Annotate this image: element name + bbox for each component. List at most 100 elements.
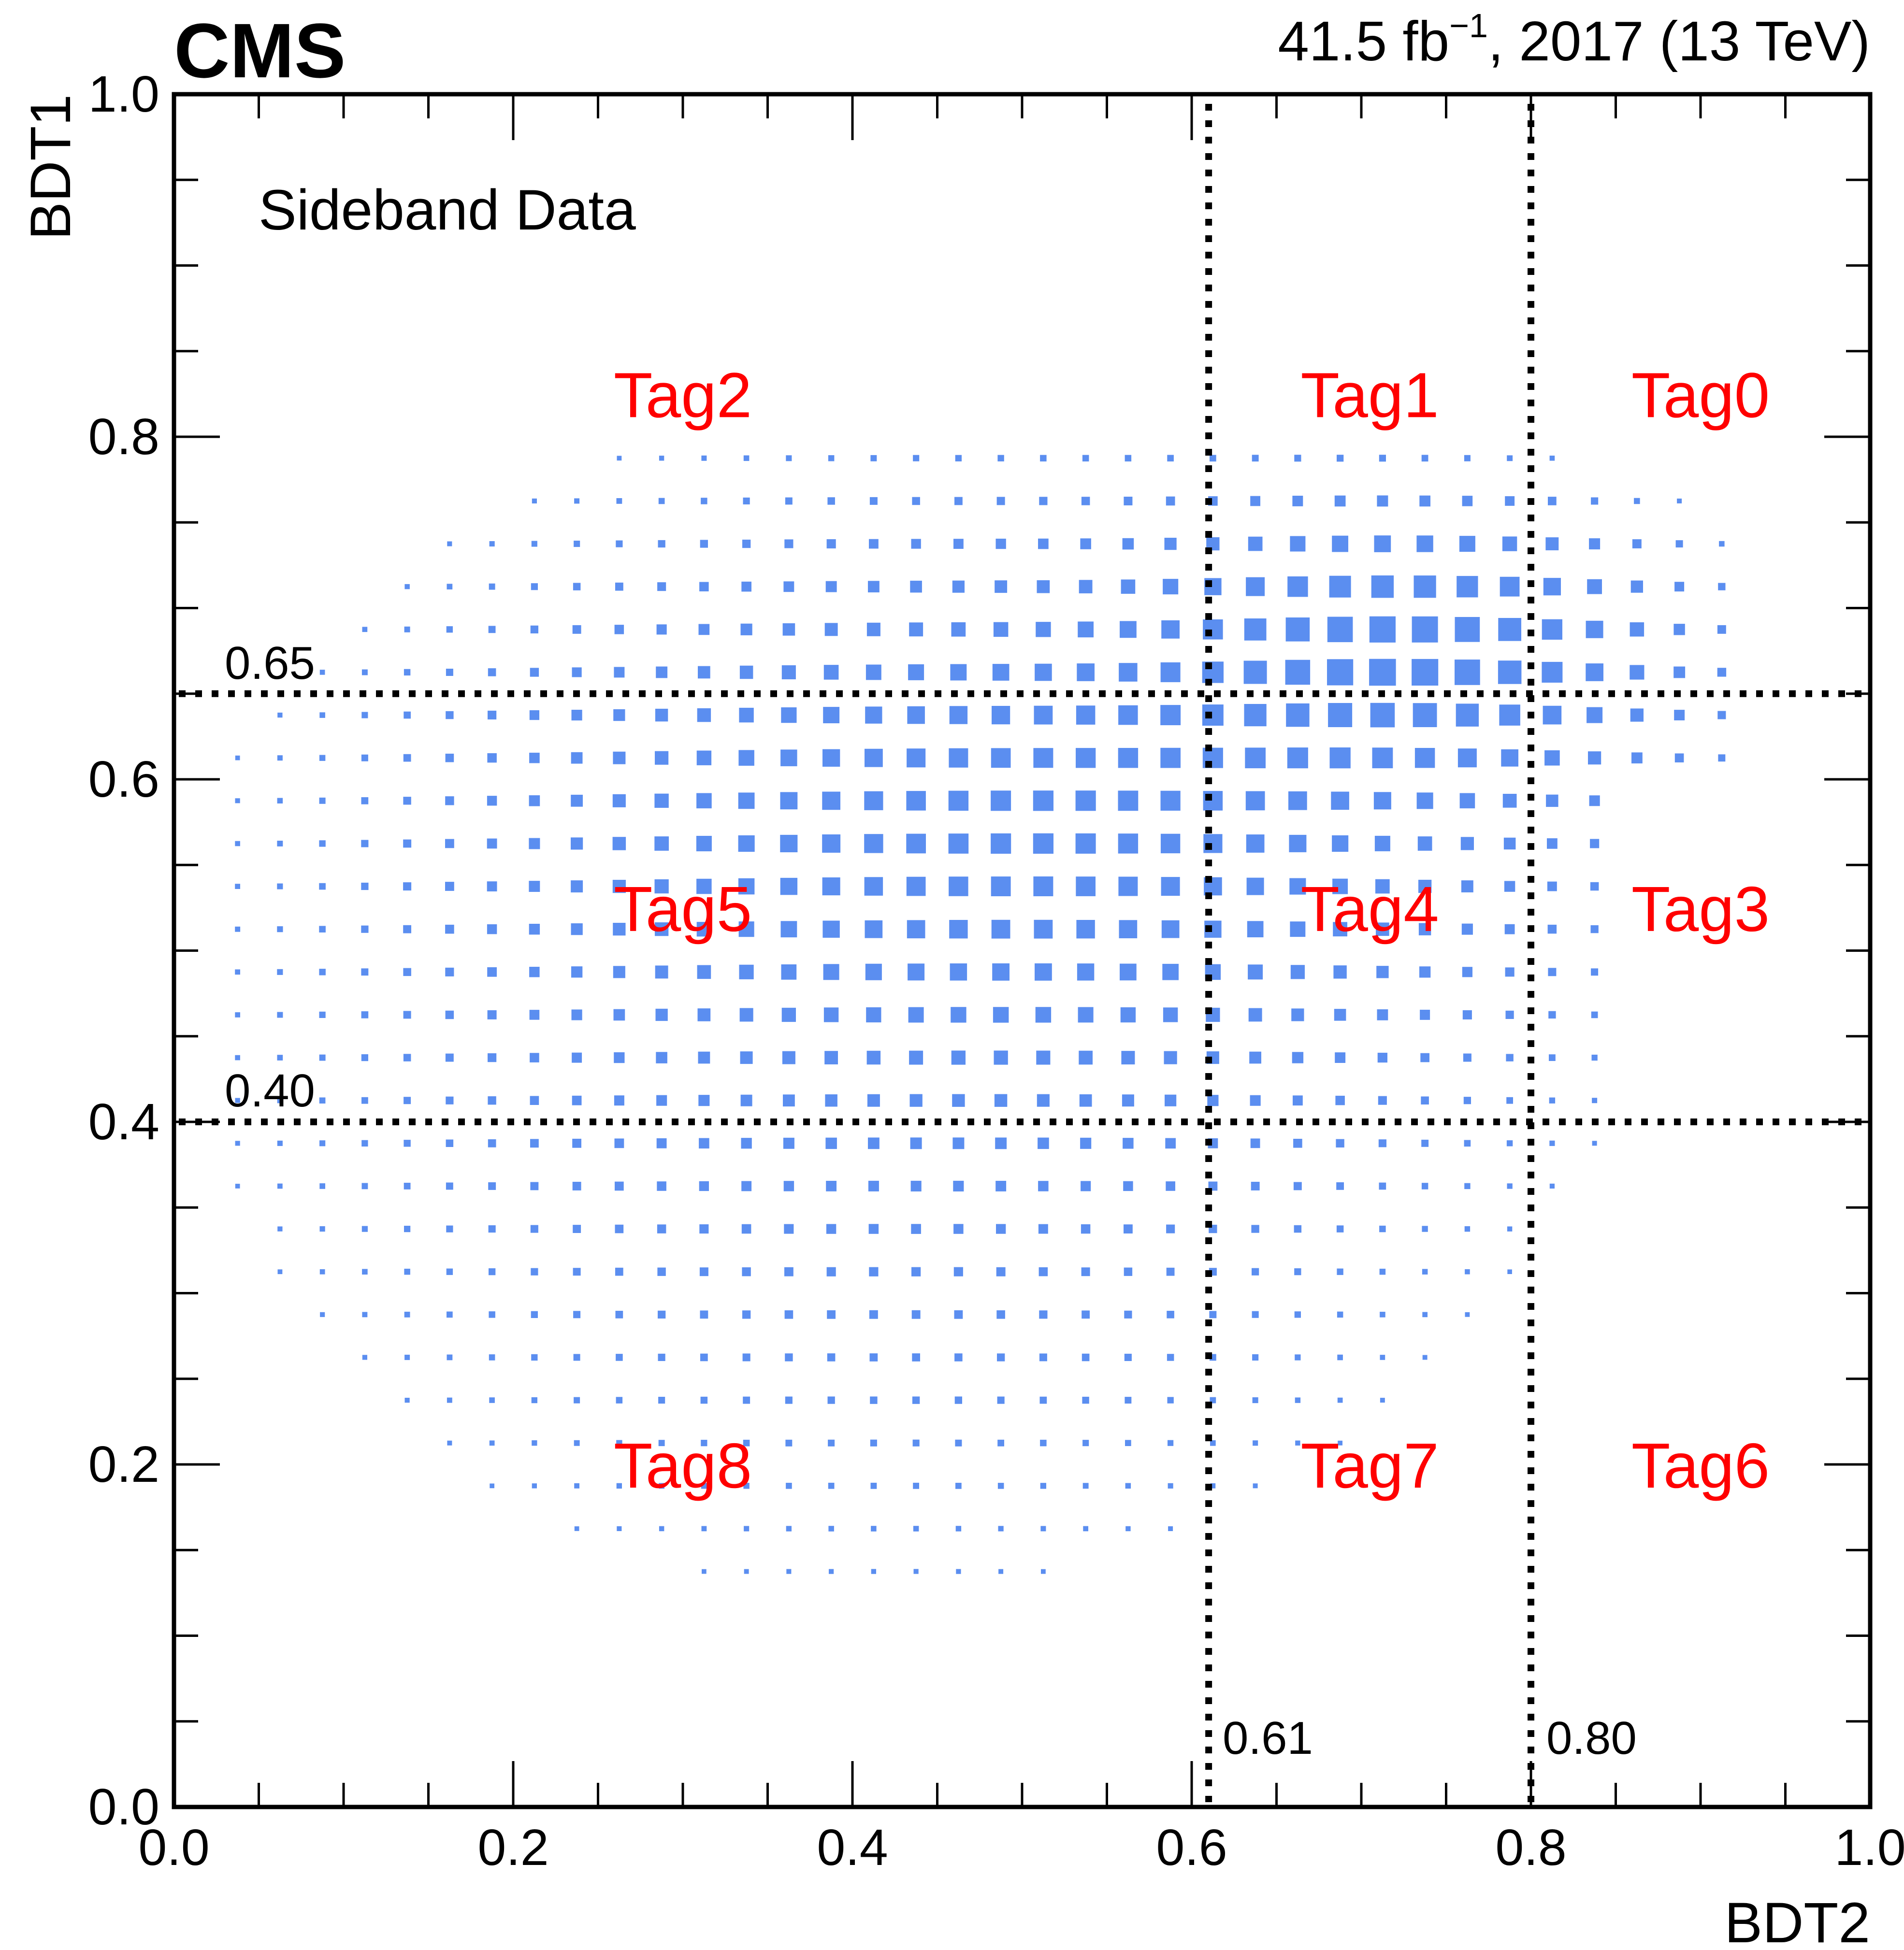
heatmap-box (1285, 660, 1311, 685)
heatmap-box (612, 794, 626, 807)
heatmap-box (1549, 1140, 1555, 1146)
heatmap-box (784, 539, 793, 548)
heatmap-box (489, 1268, 496, 1276)
heatmap-box (1076, 876, 1096, 896)
heatmap-box (1162, 963, 1179, 980)
heatmap-box (907, 920, 925, 939)
heatmap-box (319, 883, 326, 890)
y-tick-label: 0.4 (88, 1093, 159, 1150)
heatmap-box (531, 1354, 538, 1361)
heatmap-box (1337, 1268, 1343, 1275)
heatmap-box (1544, 750, 1560, 766)
heatmap-box (826, 1267, 836, 1276)
heatmap-box (1338, 1440, 1342, 1446)
heatmap-box (529, 795, 540, 806)
heatmap-box (738, 750, 754, 766)
heatmap-box (489, 1440, 495, 1446)
heatmap-box (829, 1569, 834, 1574)
heatmap-box (701, 455, 707, 461)
y-tick-label: 0.6 (88, 751, 159, 808)
heatmap-box (951, 622, 966, 637)
lumi-suffix: , 2017 (13 TeV) (1488, 10, 1870, 72)
heatmap-box (993, 622, 1009, 637)
heatmap-box (701, 1526, 707, 1532)
heatmap-box (573, 1268, 581, 1276)
heatmap-box (1379, 1268, 1386, 1275)
heatmap-box (781, 707, 797, 723)
heatmap-box (700, 1353, 708, 1362)
heatmap-box (1418, 879, 1432, 893)
heatmap-box (913, 1569, 919, 1574)
heatmap-box (913, 1526, 919, 1532)
heatmap-box (1717, 711, 1726, 719)
heatmap-box (1498, 618, 1521, 641)
heatmap-box (1124, 1224, 1133, 1233)
heatmap-box (1334, 1009, 1346, 1021)
heatmap-box (1251, 1225, 1259, 1233)
heatmap-box (1464, 1226, 1471, 1232)
heatmap-box (1034, 919, 1053, 939)
heatmap-box (1078, 621, 1094, 638)
heatmap-box (1080, 538, 1091, 549)
x-tick-label: 0.2 (477, 1819, 548, 1876)
heatmap-box (277, 1012, 283, 1018)
heatmap-box (1294, 1268, 1301, 1276)
heatmap-box (739, 707, 754, 723)
heatmap-box (991, 919, 1010, 939)
heatmap-box (1589, 538, 1601, 550)
heatmap-box (1295, 1440, 1300, 1446)
heatmap-box (1160, 790, 1181, 811)
heatmap-box (1673, 624, 1685, 635)
heatmap-box (277, 1055, 283, 1061)
heatmap-box (913, 1482, 919, 1489)
heatmap-box (823, 1007, 839, 1022)
heatmap-box (445, 882, 454, 891)
heatmap-box (571, 1009, 582, 1020)
heatmap-box (784, 1267, 793, 1276)
cut-label-bdt2-low: 0.61 (1223, 1712, 1313, 1764)
heatmap-box (741, 1224, 751, 1234)
heatmap-box (1549, 456, 1555, 461)
heatmap-box (1167, 1397, 1174, 1404)
heatmap-box (827, 497, 835, 505)
heatmap-box (488, 1182, 496, 1190)
heatmap-box (1464, 1183, 1471, 1190)
heatmap-box (614, 1138, 624, 1148)
heatmap-box (1253, 1483, 1258, 1489)
heatmap-box (997, 1439, 1004, 1447)
heatmap-box (1124, 1353, 1132, 1361)
heatmap-box (738, 835, 755, 852)
y-tick-label: 0.0 (88, 1778, 159, 1835)
heatmap-box (1461, 923, 1473, 935)
heatmap-box (1462, 967, 1472, 977)
cut-label-bdt1-high: 0.65 (225, 637, 315, 689)
heatmap-box (361, 840, 369, 847)
heatmap-box (488, 1053, 497, 1062)
heatmap-box (1505, 1010, 1514, 1019)
heatmap-box (1295, 1397, 1301, 1403)
heatmap-box (1376, 966, 1389, 978)
heatmap-box (1375, 879, 1390, 894)
heatmap-box (1033, 833, 1053, 854)
tick-labels: 0.0 0.2 0.4 0.6 0.8 1.0 0.0 0.2 0.4 0.6 0.8 1.0 (88, 66, 1904, 1876)
heatmap-box (1036, 1050, 1051, 1065)
heatmap-box (701, 498, 707, 504)
heatmap-box (487, 1010, 497, 1019)
heatmap-box (572, 1095, 582, 1105)
heatmap-box (782, 1051, 795, 1064)
heatmap-box (235, 1184, 240, 1189)
heatmap-box (404, 669, 411, 676)
heatmap-box (361, 669, 368, 675)
heatmap-box (1033, 876, 1053, 896)
heatmap-box (1421, 1139, 1429, 1147)
heatmap-box (319, 1097, 326, 1104)
heatmap-box (1717, 625, 1726, 634)
heatmap-box (235, 926, 241, 932)
heatmap-box (361, 1097, 368, 1104)
heatmap-box (361, 1183, 368, 1190)
heatmap-box (823, 964, 839, 980)
heatmap-box (743, 455, 750, 461)
heatmap-box (1464, 1140, 1471, 1147)
heatmap-box (657, 1181, 666, 1191)
x-tick-label: 0.0 (138, 1819, 209, 1876)
